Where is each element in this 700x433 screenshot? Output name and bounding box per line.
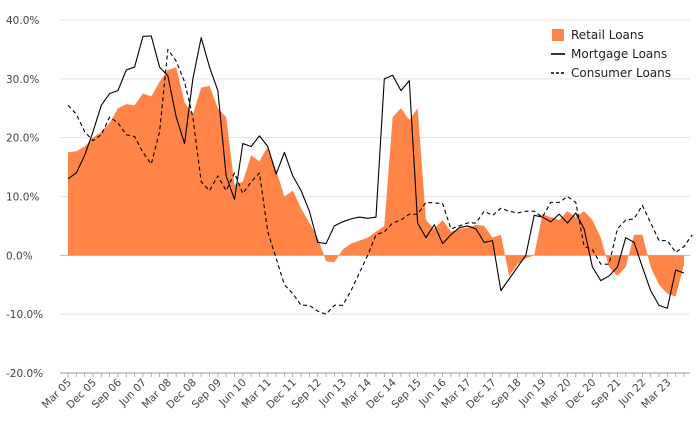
legend-swatch-retail-loans: [552, 29, 564, 41]
legend-label: Retail Loans: [571, 28, 644, 42]
y-tick-label: -10.0%: [6, 309, 43, 321]
axes: [60, 254, 690, 377]
y-tick-label: 40.0%: [6, 15, 39, 27]
legend: Retail Loans Mortgage Loans Consumer Loans: [551, 28, 671, 80]
y-tick-label: 10.0%: [6, 192, 39, 204]
y-tick-label: -20.0%: [6, 368, 43, 380]
y-tick-label: 20.0%: [6, 133, 39, 145]
y-tick-label: 30.0%: [6, 74, 39, 86]
legend-label: Consumer Loans: [571, 66, 671, 80]
y-tick-label: 0.0%: [6, 250, 33, 262]
series-consumer-loans-line: [67, 48, 693, 315]
series-retail-loans-area: [68, 67, 684, 297]
series-mortgage-loans-line: [67, 35, 685, 309]
series-layer: [67, 35, 693, 315]
legend-label: Mortgage Loans: [571, 47, 667, 61]
